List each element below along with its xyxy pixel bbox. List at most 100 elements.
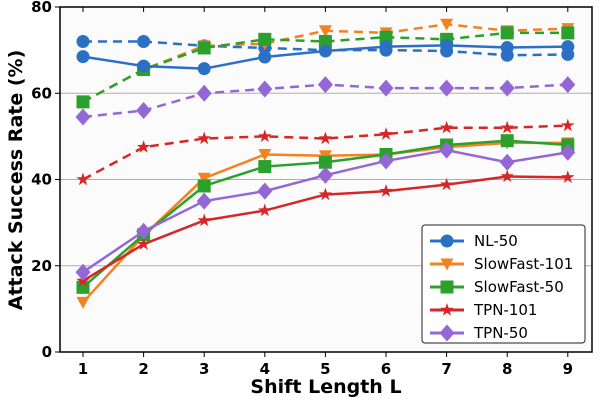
data-point [75,263,91,281]
data-point [317,76,333,94]
data-point [76,95,90,109]
x-tick-label: 8 [502,360,512,378]
data-point [560,143,576,161]
series-layer [75,18,576,309]
data-point [196,192,212,210]
y-tick-label: 20 [31,257,52,275]
data-point [499,79,515,97]
legend: NL-50 SlowFast-101 SlowFast-50 TPN-101 TPN-5… [421,224,586,344]
data-point [318,155,332,169]
data-point [136,102,152,119]
data-point [561,40,575,54]
y-tick-label: 80 [31,0,52,16]
data-point [439,120,454,134]
data-point [318,44,332,58]
legend-item: TPN-50 [430,324,528,342]
data-point [136,237,151,250]
legend-item: NL-50 [430,232,518,250]
data-point [197,131,211,145]
data-point [440,18,454,31]
data-point [318,187,333,201]
series-tpn-101-dashed [76,118,575,186]
legend-marker [440,280,454,294]
data-point [197,41,211,55]
data-point [257,80,273,98]
data-point [500,120,514,134]
data-point [257,182,273,200]
data-point [76,172,90,186]
series-line [82,31,568,103]
data-point [76,50,90,64]
data-point [561,26,575,40]
legend-box [421,224,586,344]
legend-item: SlowFast-101 [430,255,573,273]
legend-marker [440,234,454,248]
legend-item: SlowFast-50 [430,278,564,296]
x-tick-label: 7 [441,360,451,378]
legend-label: TPN-101 [473,301,537,319]
y-tick-label: 60 [31,84,52,102]
data-point [499,153,515,171]
data-point [75,108,91,126]
data-point [258,50,272,64]
data-point [137,59,151,73]
axis-ticks: 0 20 40 60 80 1 2 3 4 5 6 7 8 9 [31,0,573,378]
x-tick-label: 5 [320,360,330,378]
data-point [379,40,393,54]
legend-marker [440,258,454,271]
x-tick-label: 1 [78,360,88,378]
legend-label: SlowFast-50 [474,278,564,296]
x-tick-label: 4 [260,360,270,378]
data-point [378,79,394,97]
legend-label: SlowFast-101 [474,255,573,273]
legend-item: TPN-101 [430,301,537,319]
data-point [197,62,211,76]
y-tick-label: 40 [31,171,52,189]
y-axis-title: Attack Success Rate (%) [5,50,27,311]
legend-label: TPN-50 [473,324,528,342]
data-point [197,179,211,193]
data-point [500,41,514,55]
data-point [317,166,333,184]
data-point [197,213,211,227]
series-tpn-50-dashed [75,76,576,126]
legend-marker [439,324,455,342]
x-tick-label: 3 [199,360,209,378]
data-point [500,26,514,40]
data-point [137,35,151,48]
x-tick-label: 9 [563,360,573,378]
data-point [197,172,211,185]
y-tick-label: 0 [42,343,52,361]
data-point [258,32,272,46]
data-point [440,38,454,52]
legend-label: NL-50 [474,232,518,250]
data-point [561,170,575,183]
data-point [561,118,575,132]
data-point [379,127,393,140]
data-point [76,296,90,309]
data-point [258,148,272,161]
data-point [136,140,151,153]
series-tpn-50 [75,141,576,281]
data-point [439,141,455,159]
data-point [258,129,272,142]
data-point [500,169,514,183]
data-point [136,222,152,240]
data-point [318,25,332,38]
x-tick-label: 2 [138,360,148,378]
data-point [439,177,454,191]
x-axis-title: Shift Length L [250,376,401,398]
legend-marker [440,303,454,316]
data-point [318,35,332,48]
series-line [82,124,568,181]
data-point [500,134,514,148]
data-point [379,184,393,197]
data-point [258,203,272,217]
data-point [560,76,576,94]
data-point [439,79,455,97]
data-point [76,35,90,48]
x-tick-label: 6 [381,360,391,378]
data-point [378,152,394,170]
data-point [196,84,212,102]
